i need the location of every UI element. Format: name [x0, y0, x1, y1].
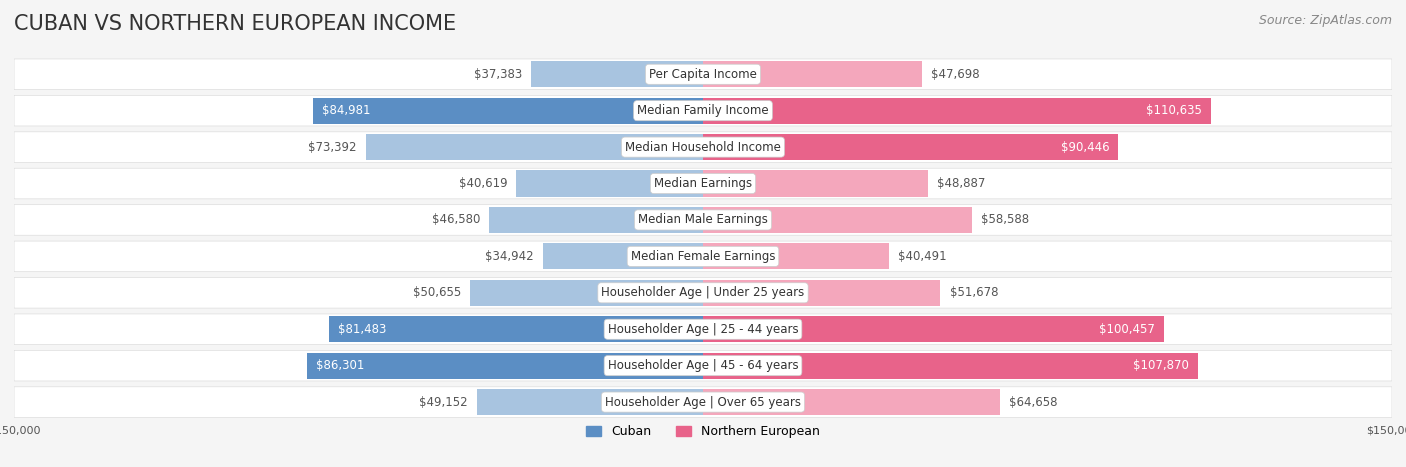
Text: $51,678: $51,678 — [949, 286, 998, 299]
Text: $84,981: $84,981 — [322, 104, 370, 117]
Text: $40,619: $40,619 — [458, 177, 508, 190]
Bar — [703, 134, 1118, 160]
Bar — [312, 98, 703, 124]
Text: Householder Age | Over 65 years: Householder Age | Over 65 years — [605, 396, 801, 409]
Bar — [516, 170, 703, 197]
Bar — [489, 207, 703, 233]
Bar — [477, 389, 703, 415]
Text: $64,658: $64,658 — [1010, 396, 1057, 409]
Bar — [329, 316, 703, 342]
Text: Median Earnings: Median Earnings — [654, 177, 752, 190]
Text: Source: ZipAtlas.com: Source: ZipAtlas.com — [1258, 14, 1392, 27]
Bar — [703, 353, 1198, 379]
Text: $37,383: $37,383 — [474, 68, 522, 81]
Legend: Cuban, Northern European: Cuban, Northern European — [581, 420, 825, 443]
FancyBboxPatch shape — [14, 277, 1392, 308]
FancyBboxPatch shape — [14, 205, 1392, 235]
Text: $34,942: $34,942 — [485, 250, 533, 263]
Text: CUBAN VS NORTHERN EUROPEAN INCOME: CUBAN VS NORTHERN EUROPEAN INCOME — [14, 14, 456, 34]
Text: $110,635: $110,635 — [1146, 104, 1202, 117]
Bar — [703, 389, 1000, 415]
FancyBboxPatch shape — [14, 168, 1392, 199]
Text: Householder Age | 45 - 64 years: Householder Age | 45 - 64 years — [607, 359, 799, 372]
FancyBboxPatch shape — [14, 132, 1392, 163]
FancyBboxPatch shape — [14, 314, 1392, 345]
Bar — [471, 280, 703, 306]
Text: Householder Age | Under 25 years: Householder Age | Under 25 years — [602, 286, 804, 299]
Bar — [703, 316, 1164, 342]
FancyBboxPatch shape — [14, 59, 1392, 90]
Text: $46,580: $46,580 — [432, 213, 479, 226]
Text: $107,870: $107,870 — [1133, 359, 1189, 372]
Bar — [703, 243, 889, 269]
Text: Per Capita Income: Per Capita Income — [650, 68, 756, 81]
Bar — [703, 61, 922, 87]
Text: $81,483: $81,483 — [337, 323, 387, 336]
Text: $50,655: $50,655 — [413, 286, 461, 299]
Text: $100,457: $100,457 — [1099, 323, 1156, 336]
Bar — [531, 61, 703, 87]
Text: Householder Age | 25 - 44 years: Householder Age | 25 - 44 years — [607, 323, 799, 336]
Bar — [543, 243, 703, 269]
Text: $73,392: $73,392 — [308, 141, 357, 154]
Text: $40,491: $40,491 — [898, 250, 946, 263]
Text: $58,588: $58,588 — [981, 213, 1029, 226]
Text: Median Family Income: Median Family Income — [637, 104, 769, 117]
Text: $49,152: $49,152 — [419, 396, 468, 409]
Text: $47,698: $47,698 — [931, 68, 980, 81]
Bar — [307, 353, 703, 379]
Text: Median Household Income: Median Household Income — [626, 141, 780, 154]
Bar — [703, 207, 972, 233]
Text: $90,446: $90,446 — [1060, 141, 1109, 154]
Text: $86,301: $86,301 — [316, 359, 364, 372]
Text: $48,887: $48,887 — [936, 177, 986, 190]
FancyBboxPatch shape — [14, 350, 1392, 381]
Text: Median Female Earnings: Median Female Earnings — [631, 250, 775, 263]
Bar — [703, 170, 928, 197]
Bar — [366, 134, 703, 160]
FancyBboxPatch shape — [14, 387, 1392, 417]
Bar — [703, 98, 1211, 124]
Text: Median Male Earnings: Median Male Earnings — [638, 213, 768, 226]
FancyBboxPatch shape — [14, 241, 1392, 272]
Bar — [703, 280, 941, 306]
FancyBboxPatch shape — [14, 95, 1392, 126]
